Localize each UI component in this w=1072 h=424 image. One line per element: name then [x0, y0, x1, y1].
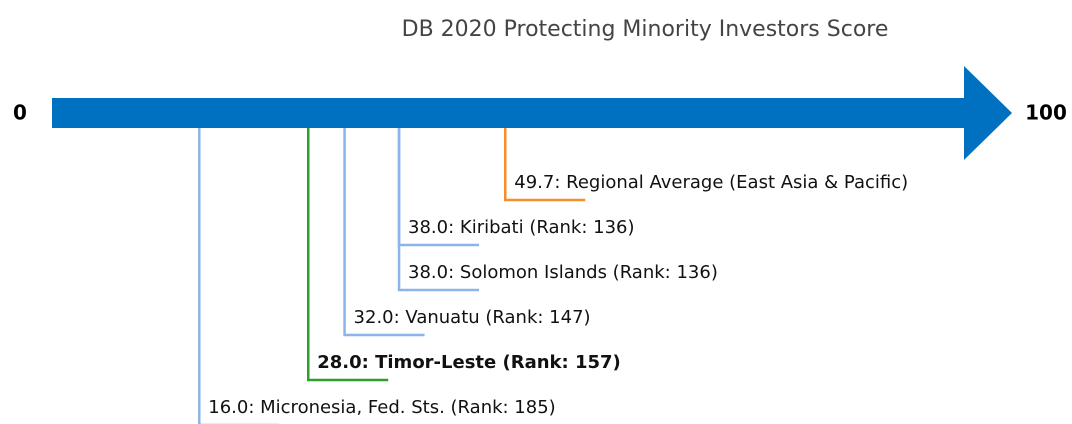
marker-line [306, 128, 389, 382]
marker-label: 16.0: Micronesia, Fed. Sts. (Rank: 185) [208, 397, 555, 418]
marker-label: 38.0: Kiribati (Rank: 136) [408, 217, 634, 238]
axis-bar [52, 98, 966, 128]
marker-line [504, 128, 586, 202]
x-tick-label: 100 [1025, 101, 1067, 125]
chart-title: DB 2020 Protecting Minority Investors Sc… [402, 17, 889, 42]
marker-line [343, 128, 425, 337]
marker-label: 28.0: Timor-Leste (Rank: 157) [317, 352, 621, 373]
marker-label: 49.7: Regional Average (East Asia & Paci… [514, 172, 908, 193]
marker-label: 38.0: Solomon Islands (Rank: 136) [408, 262, 718, 283]
marker-line [397, 128, 480, 292]
x-tick-label: 0 [13, 101, 27, 125]
marker-line [198, 128, 280, 424]
marker-label: 32.0: Vanuatu (Rank: 147) [354, 307, 591, 328]
axis-arrowhead [964, 66, 1012, 160]
